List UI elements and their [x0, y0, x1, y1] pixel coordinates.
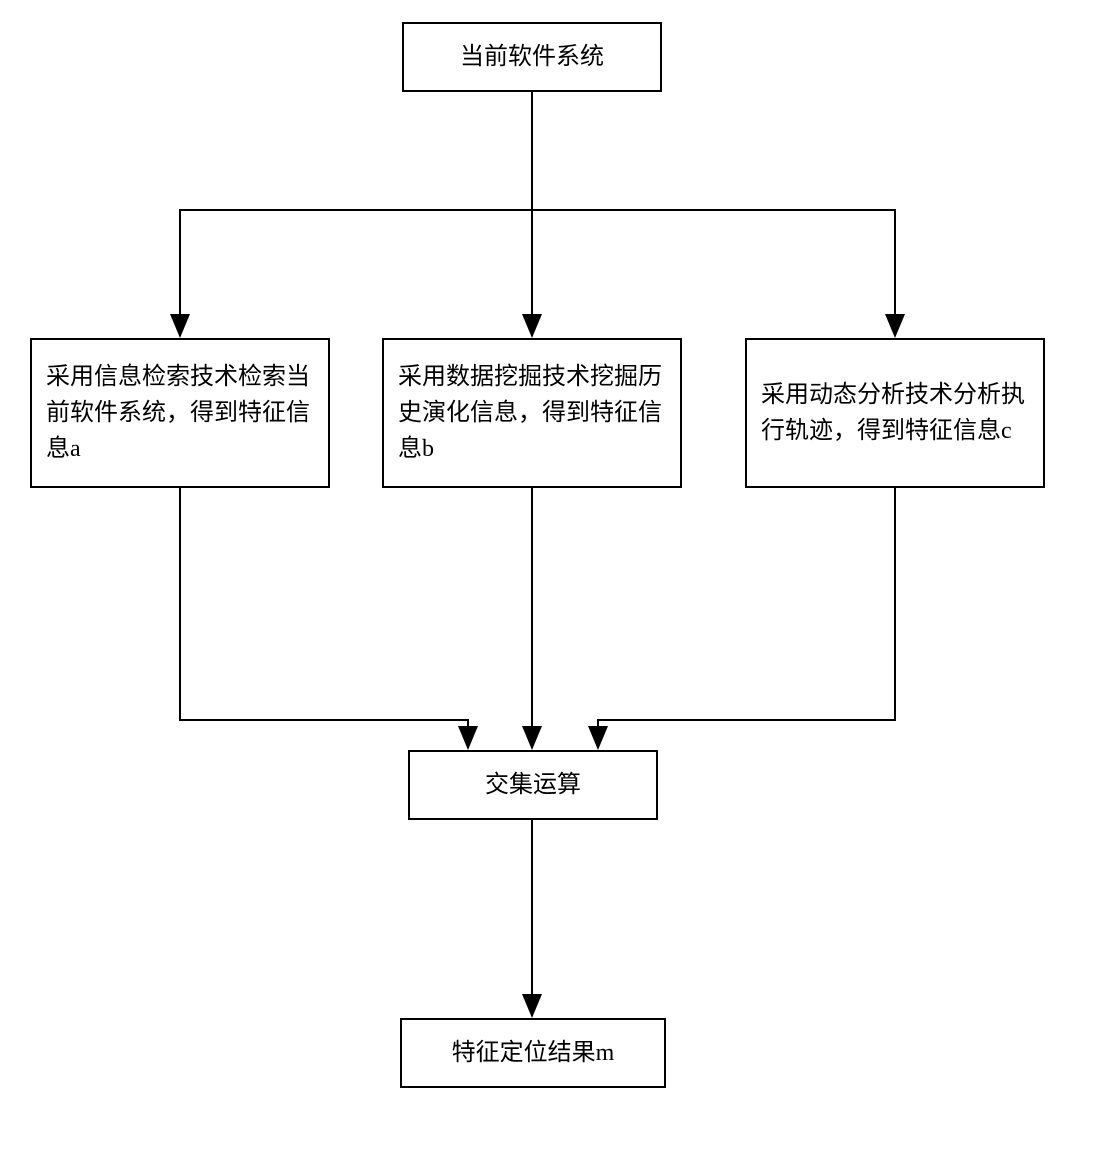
node-left: 采用信息检索技术检索当前软件系统，得到特征信息a	[30, 338, 330, 488]
edge-top-right	[532, 92, 895, 336]
node-middle-label: 采用数据挖掘技术挖掘历史演化信息，得到特征信息b	[398, 359, 666, 467]
node-top: 当前软件系统	[402, 22, 662, 92]
node-middle: 采用数据挖掘技术挖掘历史演化信息，得到特征信息b	[382, 338, 682, 488]
node-top-label: 当前软件系统	[460, 39, 604, 75]
edge-top-left	[180, 92, 532, 336]
edge-left-intersect	[180, 488, 468, 748]
node-right-label: 采用动态分析技术分析执行轨迹，得到特征信息c	[761, 377, 1029, 449]
node-intersect-label: 交集运算	[485, 767, 581, 803]
node-right: 采用动态分析技术分析执行轨迹，得到特征信息c	[745, 338, 1045, 488]
node-left-label: 采用信息检索技术检索当前软件系统，得到特征信息a	[46, 359, 314, 467]
node-result: 特征定位结果m	[400, 1018, 666, 1088]
flowchart-edges	[0, 0, 1096, 1176]
node-intersect: 交集运算	[408, 750, 658, 820]
node-result-label: 特征定位结果m	[452, 1035, 615, 1071]
edge-right-intersect	[598, 488, 895, 748]
